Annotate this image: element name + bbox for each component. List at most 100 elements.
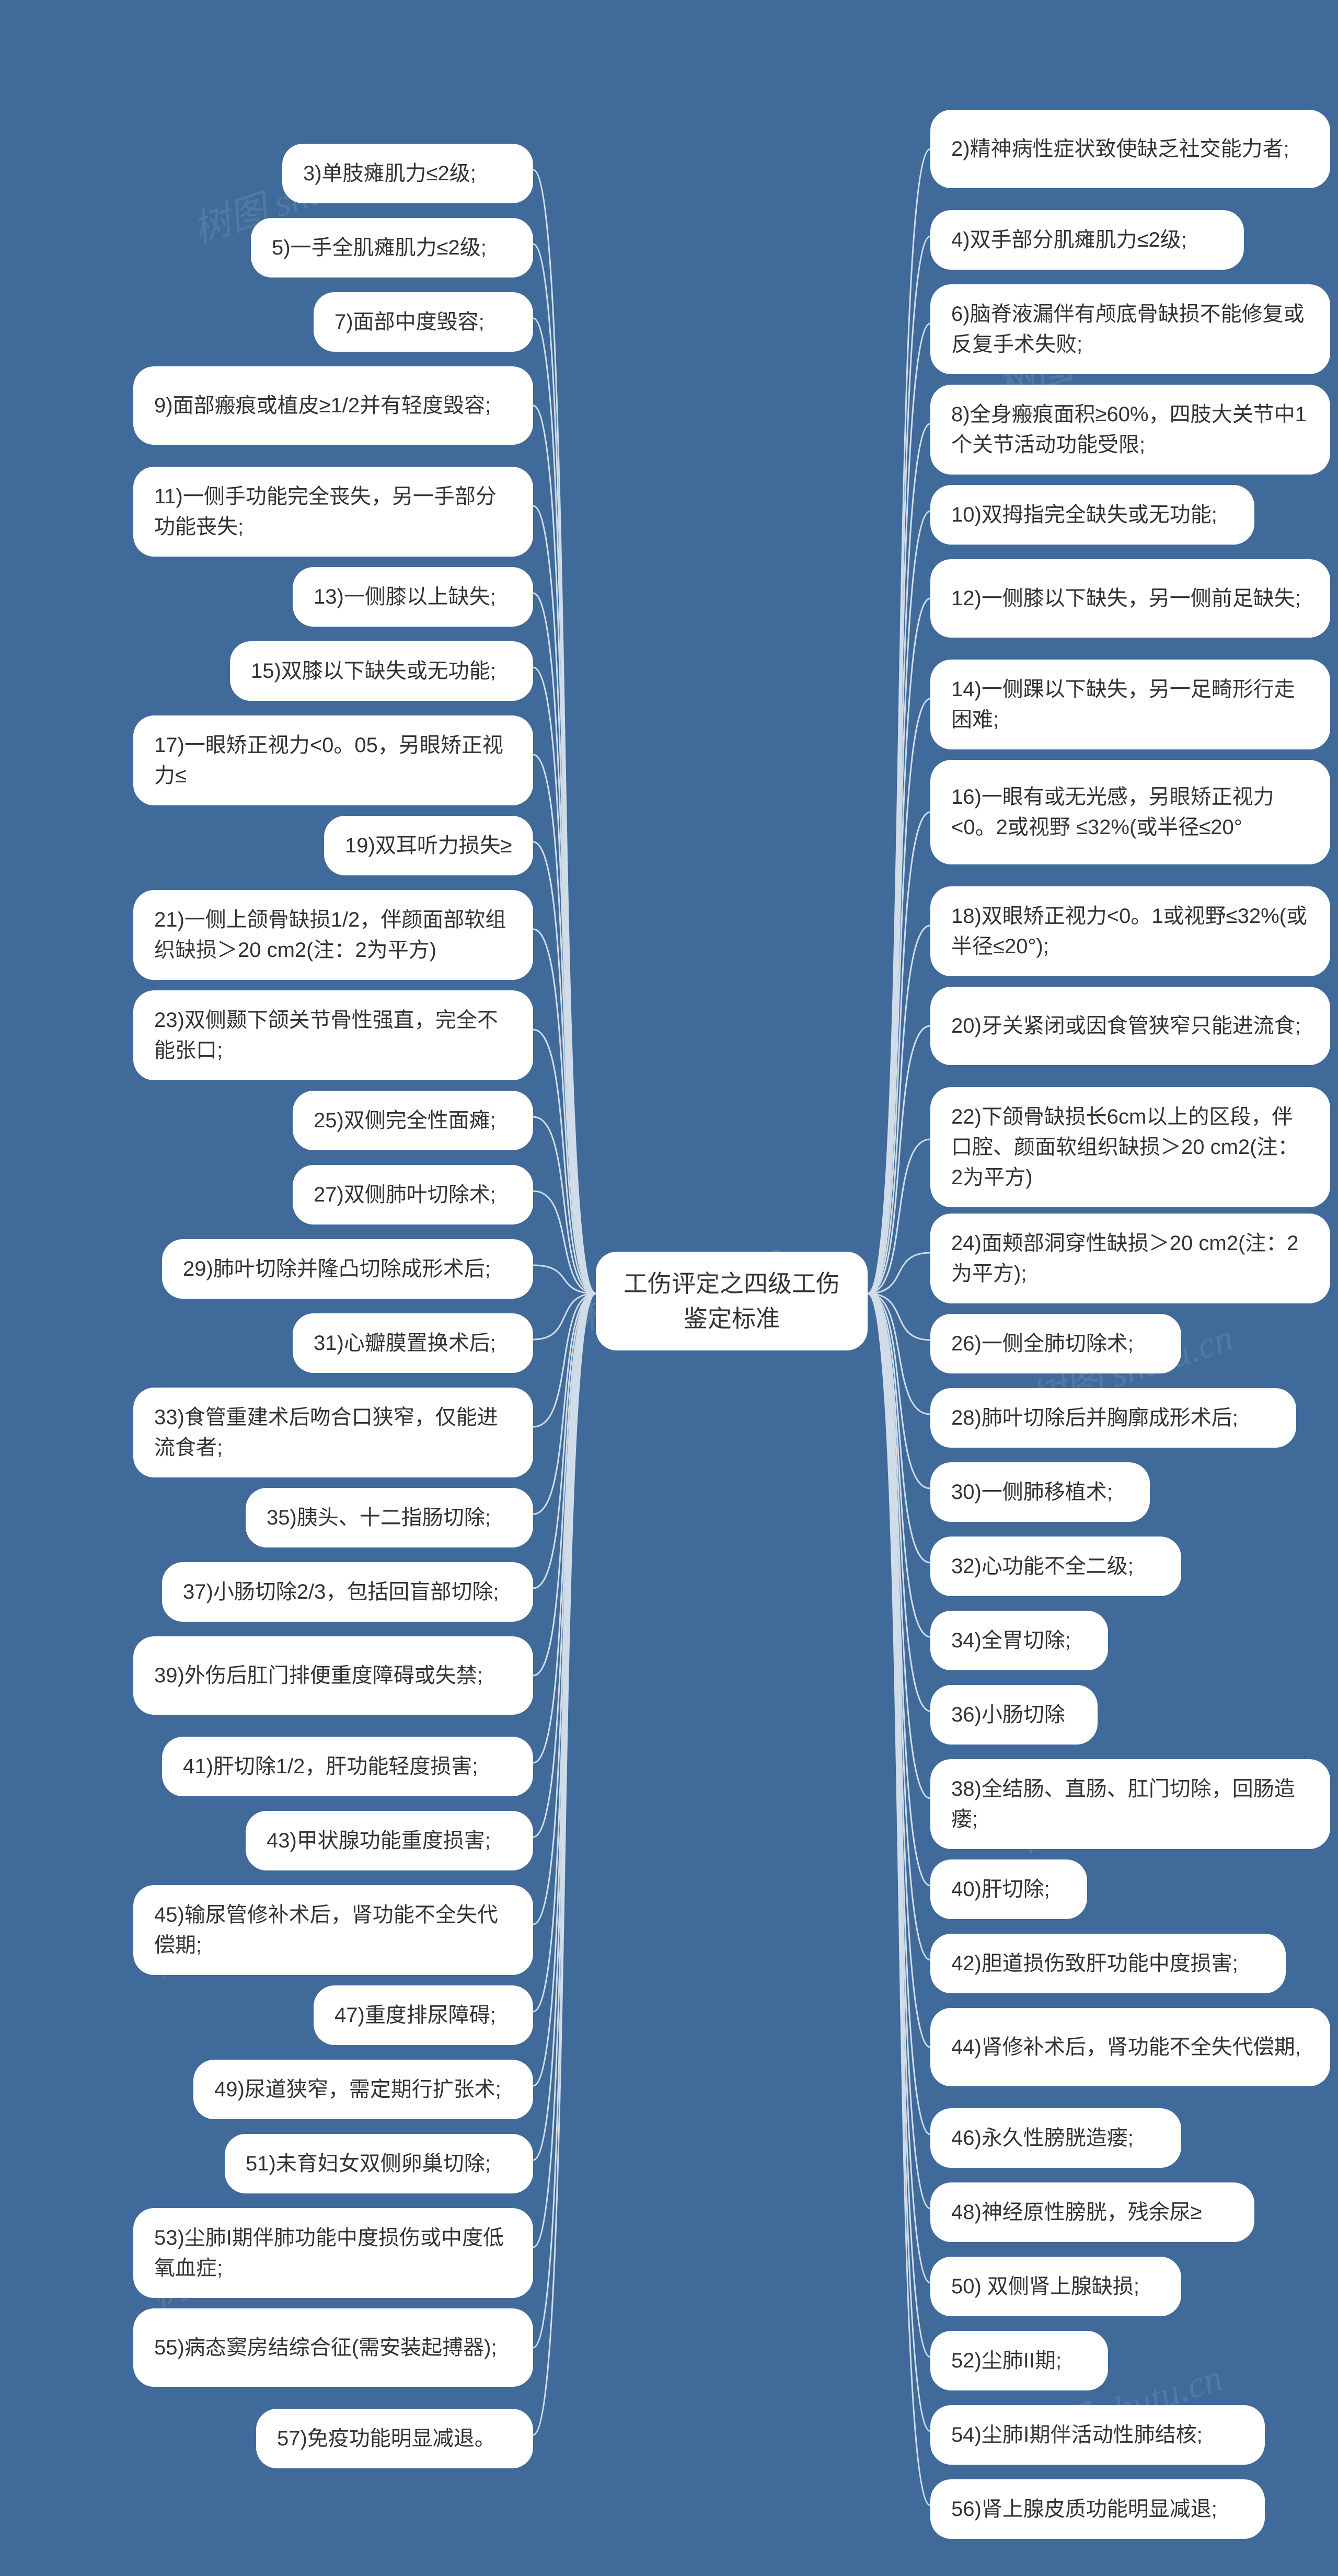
edge — [533, 1293, 596, 2435]
branch-node: 3)单肢瘫肌力≤2级; — [282, 144, 533, 203]
edge — [868, 149, 930, 1293]
branch-node: 13)一侧膝以上缺失; — [293, 567, 533, 627]
edge — [868, 926, 930, 1293]
branch-node: 8)全身瘢痕面积≥60%，四肢大关节中1个关节活动功能受限; — [930, 385, 1330, 475]
edge — [533, 755, 596, 1293]
branch-node: 33)食管重建术后吻合口狭窄，仅能进流食者; — [133, 1388, 533, 1477]
edge — [533, 1293, 596, 2348]
branch-node: 42)胆道损伤致肝功能中度损害; — [930, 1934, 1286, 1993]
branch-node: 4)双手部分肌瘫肌力≤2级; — [930, 210, 1244, 270]
branch-node: 37)小肠切除2/3，包括回盲部切除; — [162, 1562, 533, 1622]
branch-node: 52)尘肺II期; — [930, 2331, 1108, 2390]
edge — [533, 667, 596, 1293]
edge — [533, 1293, 596, 2086]
branch-node: 38)全结肠、直肠、肛门切除，回肠造瘘; — [930, 1759, 1330, 1849]
edge — [533, 1293, 596, 1676]
edge — [868, 1293, 930, 2283]
branch-node: 10)双拇指完全缺失或无功能; — [930, 485, 1254, 545]
edge — [533, 1293, 596, 2247]
branch-node: 43)甲状腺功能重度损害; — [246, 1811, 533, 1870]
branch-node: 7)面部中度毁容; — [314, 292, 533, 352]
edge — [868, 1293, 930, 2357]
branch-node: 35)胰头、十二指肠切除; — [246, 1488, 533, 1547]
branch-node: 23)双侧颞下颌关节骨性强直，完全不能张口; — [133, 990, 533, 1080]
branch-node: 48)神经原性膀胱，残余尿≥ — [930, 2182, 1254, 2242]
branch-node: 2)精神病性症状致使缺乏社交能力者; — [930, 110, 1330, 188]
branch-node: 31)心瓣膜置换术后; — [293, 1313, 533, 1373]
branch-node: 18)双眼矫正视力<0。1或视野≤32%(或半径≤20°); — [930, 886, 1330, 976]
branch-node: 16)一眼有或无光感，另眼矫正视力<0。2或视野 ≤32%(或半径≤20° — [930, 760, 1330, 864]
branch-node: 14)一侧踝以下缺失，另一足畸形行走困难; — [930, 660, 1330, 749]
branch-node: 44)肾修补术后，肾功能不全失代偿期, — [930, 2008, 1330, 2086]
branch-node: 29)肺叶切除并隆凸切除成形术后; — [162, 1239, 533, 1299]
branch-node: 9)面部瘢痕或植皮≥1/2并有轻度毁容; — [133, 366, 533, 445]
edge — [868, 812, 930, 1293]
branch-node: 20)牙关紧闭或因食管狭窄只能进流食; — [930, 987, 1330, 1065]
edge — [533, 1117, 596, 1293]
branch-node: 17)一眼矫正视力<0。05，另眼矫正视力≤ — [133, 715, 533, 805]
edge — [533, 1293, 596, 1514]
branch-node: 54)尘肺Ⅰ期伴活动性肺结核; — [930, 2405, 1265, 2465]
branch-node: 47)重度排尿障碍; — [314, 1985, 533, 2045]
branch-node: 30)一侧肺移植术; — [930, 1462, 1150, 1522]
edge — [868, 1026, 930, 1293]
edge — [868, 1293, 930, 1563]
edge — [868, 699, 930, 1293]
edge — [868, 1293, 930, 1960]
branch-node: 25)双侧完全性面瘫; — [293, 1091, 533, 1150]
edge — [868, 1293, 930, 1414]
branch-node: 15)双膝以下缺失或无功能; — [230, 641, 533, 701]
branch-node: 27)双侧肺叶切除术; — [293, 1165, 533, 1225]
edge — [533, 1191, 596, 1293]
branch-node: 32)心功能不全二级; — [930, 1537, 1181, 1596]
edge — [533, 244, 596, 1293]
edge — [868, 1293, 930, 1488]
branch-node: 46)永久性膀胱造瘘; — [930, 2108, 1181, 2168]
edge — [533, 842, 596, 1293]
edge — [533, 1293, 596, 2012]
edge — [533, 1293, 596, 1763]
branch-node: 36)小肠切除 — [930, 1685, 1098, 1745]
edge — [533, 929, 596, 1293]
branch-node: 40)肝切除; — [930, 1859, 1087, 1919]
edge — [868, 511, 930, 1293]
edge — [868, 1293, 930, 2047]
edge — [533, 170, 596, 1293]
branch-node: 28)肺叶切除后并胸廓成形术后; — [930, 1388, 1296, 1448]
edge — [533, 318, 596, 1293]
branch-node: 24)面颊部洞穿性缺损＞20 cm2(注：2为平方); — [930, 1214, 1330, 1303]
edge — [533, 1265, 596, 1293]
branch-node: 5)一手全肌瘫肌力≤2级; — [251, 218, 533, 278]
branch-node: 57)免疫功能明显减退。 — [256, 2409, 533, 2468]
edge — [868, 1293, 930, 2505]
edge — [868, 236, 930, 1293]
edge — [533, 1293, 596, 2160]
branch-node: 55)病态窦房结综合征(需安装起搏器); — [133, 2308, 533, 2387]
edge — [533, 1293, 596, 1427]
branch-node: 22)下颌骨缺损长6cm以上的区段，伴口腔、颜面软组织缺损＞20 cm2(注：2… — [930, 1087, 1330, 1207]
edge — [868, 1253, 930, 1293]
branch-node: 19)双耳听力损失≥ — [324, 816, 533, 875]
edge — [533, 1293, 596, 1588]
branch-node: 50) 双侧肾上腺缺损; — [930, 2257, 1181, 2316]
branch-node: 49)尿道狭窄，需定期行扩张术; — [193, 2060, 533, 2119]
edge — [868, 1139, 930, 1293]
branch-node: 26)一侧全肺切除术; — [930, 1314, 1181, 1373]
branch-node: 11)一侧手功能完全丧失，另一手部分功能丧失; — [133, 467, 533, 557]
branch-node: 41)肝切除1/2，肝功能轻度损害; — [162, 1737, 533, 1796]
branch-node: 34)全胃切除; — [930, 1611, 1108, 1670]
edge — [533, 1030, 596, 1293]
edge — [533, 1293, 596, 1924]
edge — [868, 424, 930, 1293]
branch-node: 21)一侧上颌骨缺损1/2，伴颜面部软组织缺损＞20 cm2(注：2为平方) — [133, 890, 533, 980]
edge — [868, 324, 930, 1293]
branch-node: 51)未育妇女双侧卵巢切除; — [225, 2134, 533, 2193]
edge — [533, 406, 596, 1293]
edge — [868, 1293, 930, 2431]
edge — [868, 1293, 930, 1798]
edge — [868, 1293, 930, 1711]
branch-node: 56)肾上腺皮质功能明显减退; — [930, 2479, 1265, 2539]
branch-node: 6)脑脊液漏伴有颅底骨缺损不能修复或反复手术失败; — [930, 284, 1330, 374]
branch-node: 45)输尿管修补术后，肾功能不全失代偿期; — [133, 1885, 533, 1975]
edge — [868, 1293, 930, 1886]
